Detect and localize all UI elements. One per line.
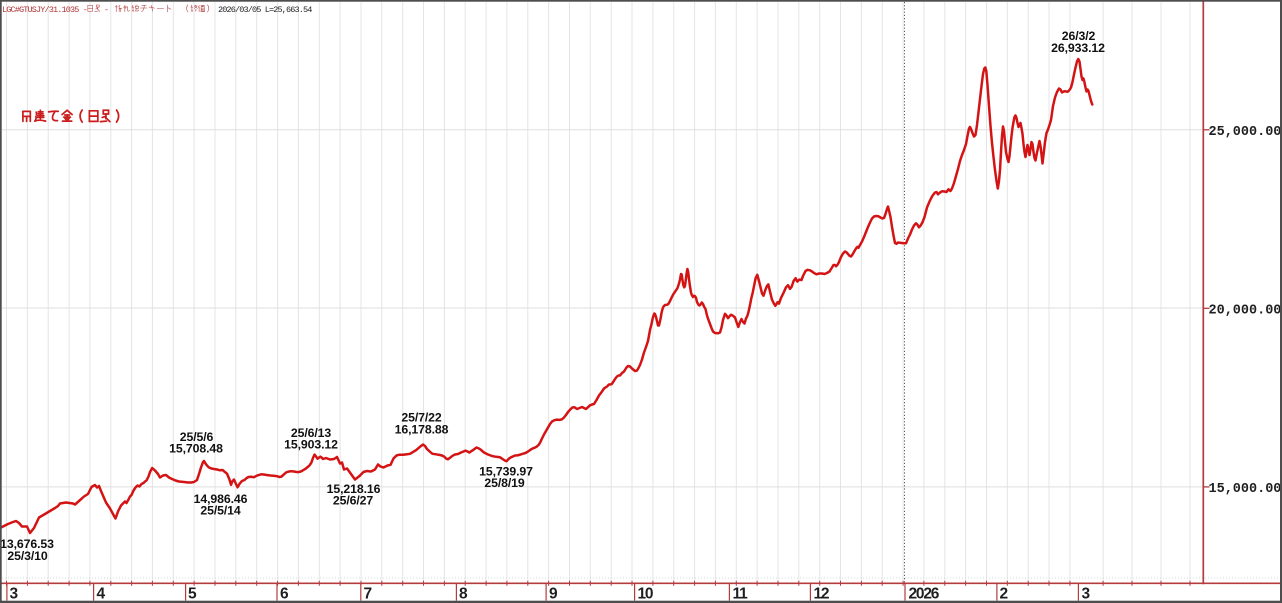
svg-text:25/6/13: 25/6/13 xyxy=(291,426,331,440)
svg-text:12: 12 xyxy=(814,586,829,603)
svg-text:15,218.16: 15,218.16 xyxy=(327,482,381,496)
svg-text:13,676.53: 13,676.53 xyxy=(0,537,54,551)
svg-text:LGC#GTUSJY/31.1035 -: LGC#GTUSJY/31.1035 - xyxy=(2,5,87,15)
svg-text:16,178.88: 16,178.88 xyxy=(395,423,449,437)
svg-text:4: 4 xyxy=(97,586,106,603)
svg-text:26/3/2: 26/3/2 xyxy=(1062,29,1096,43)
svg-text:2026: 2026 xyxy=(909,586,940,603)
svg-text:-: - xyxy=(104,5,108,15)
svg-text:20,000.00: 20,000.00 xyxy=(1209,303,1282,318)
svg-text:25/7/22: 25/7/22 xyxy=(401,411,441,425)
svg-text:3: 3 xyxy=(1082,586,1091,603)
svg-text:15,000.00: 15,000.00 xyxy=(1209,482,1282,497)
svg-text:15,903.12: 15,903.12 xyxy=(284,438,338,452)
svg-text:25,000.00: 25,000.00 xyxy=(1209,125,1282,140)
svg-text:9: 9 xyxy=(549,586,558,603)
svg-text:3: 3 xyxy=(10,586,19,603)
svg-text:11: 11 xyxy=(733,586,749,603)
svg-text:25/8/19: 25/8/19 xyxy=(484,476,524,490)
svg-text:26,933.12: 26,933.12 xyxy=(1051,41,1105,55)
svg-text:5: 5 xyxy=(188,586,197,603)
svg-text:25/3/10: 25/3/10 xyxy=(7,549,47,563)
svg-text:8: 8 xyxy=(459,586,468,603)
svg-text:2026/03/05 L=25,663.54: 2026/03/05 L=25,663.54 xyxy=(218,5,312,15)
svg-text:25/5/14: 25/5/14 xyxy=(200,504,240,518)
svg-text:6: 6 xyxy=(280,586,289,603)
svg-text:14,986.46: 14,986.46 xyxy=(194,492,248,506)
svg-text:15,708.48: 15,708.48 xyxy=(169,442,223,456)
svg-text:25/5/6: 25/5/6 xyxy=(180,430,214,444)
svg-text:25/6/27: 25/6/27 xyxy=(333,494,373,508)
svg-text:10: 10 xyxy=(638,586,653,603)
svg-text:2: 2 xyxy=(1000,586,1008,603)
svg-text:15,739.97: 15,739.97 xyxy=(479,465,533,479)
svg-text:7: 7 xyxy=(364,586,372,603)
